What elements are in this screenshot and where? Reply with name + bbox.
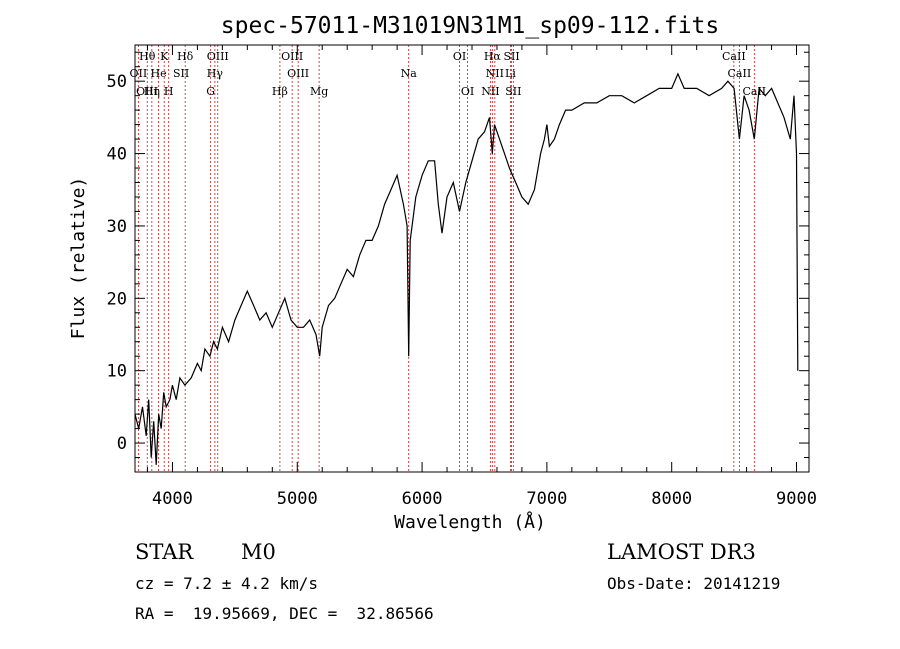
y-tick-label: 30 [107, 217, 127, 237]
x-axis-ticks: 4000 5000 6000 7000 8000 9000 [146, 45, 817, 509]
x-tick-label: 6000 [402, 489, 443, 509]
line-label: OII [130, 67, 148, 80]
x-tick-label: 7000 [526, 489, 567, 509]
line-label: Na [401, 67, 418, 80]
y-tick-label: 20 [107, 289, 127, 309]
line-label: OI [453, 50, 466, 63]
observation-date: Obs-Date: 20141219 [607, 574, 781, 593]
y-tick-label: 10 [107, 362, 127, 382]
line-label: SII [503, 50, 519, 63]
line-label: Hγ [207, 67, 224, 80]
y-axis-ticks: 0 10 20 30 40 50 [107, 51, 809, 459]
line-label: NII [481, 85, 499, 98]
line-label: OIII [281, 50, 303, 63]
y-tick-label: 50 [107, 72, 127, 92]
line-label: Li [505, 67, 516, 80]
y-tick-label: 40 [107, 145, 127, 165]
x-tick-label: 9000 [776, 489, 817, 509]
line-label: Hθ [139, 50, 156, 63]
chart-title: spec-57011-M31019N31M1_sp09-112.fits [221, 13, 720, 39]
line-label: Hδ [177, 50, 194, 63]
line-label: CaII [722, 50, 746, 63]
line-label: G [206, 85, 215, 98]
y-tick-label: 0 [117, 434, 127, 454]
line-label: OIII [136, 85, 158, 98]
spectrum-line [134, 72, 799, 465]
line-label: Mg [310, 85, 328, 98]
line-label: Hβ [272, 85, 288, 98]
line-label: OIII [207, 50, 229, 63]
line-label: CaII [728, 67, 752, 80]
line-label: SII [173, 67, 189, 80]
y-axis-label: Flux (relative) [68, 177, 89, 340]
line-label: SII [505, 85, 521, 98]
line-label: Hα [484, 50, 502, 63]
coordinates: RA = 19.95669, DEC = 32.86566 [135, 604, 434, 623]
line-label: OI [461, 85, 474, 98]
line-label: NII [486, 67, 504, 80]
survey-name: LAMOST DR3 [607, 540, 756, 564]
emission-line-markers [137, 45, 755, 472]
object-subclass: M0 [241, 540, 276, 564]
line-label: OIII [287, 67, 309, 80]
plot-frame [134, 44, 810, 473]
line-label: Hη [144, 85, 160, 98]
x-tick-label: 8000 [651, 489, 692, 509]
line-label: He [151, 67, 167, 80]
x-axis-label: Wavelength (Å) [394, 511, 546, 533]
line-label: CaII [742, 85, 766, 98]
line-label: K [160, 50, 169, 63]
x-tick-label: 5000 [277, 489, 318, 509]
redshift-velocity: cz = 7.2 ± 4.2 km/s [135, 574, 319, 593]
object-class: STAR [135, 540, 194, 564]
x-tick-label: 4000 [152, 489, 193, 509]
line-label: H [164, 85, 174, 98]
